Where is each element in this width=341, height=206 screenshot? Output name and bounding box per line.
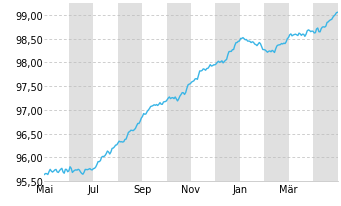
- Bar: [69, 4, 93, 181]
- Bar: [44, 4, 69, 181]
- Bar: [264, 4, 289, 181]
- Bar: [216, 4, 240, 181]
- Bar: [142, 4, 166, 181]
- Bar: [118, 4, 142, 181]
- Bar: [166, 4, 191, 181]
- Bar: [191, 4, 216, 181]
- Bar: [313, 4, 338, 181]
- Bar: [93, 4, 118, 181]
- Bar: [240, 4, 264, 181]
- Bar: [289, 4, 313, 181]
